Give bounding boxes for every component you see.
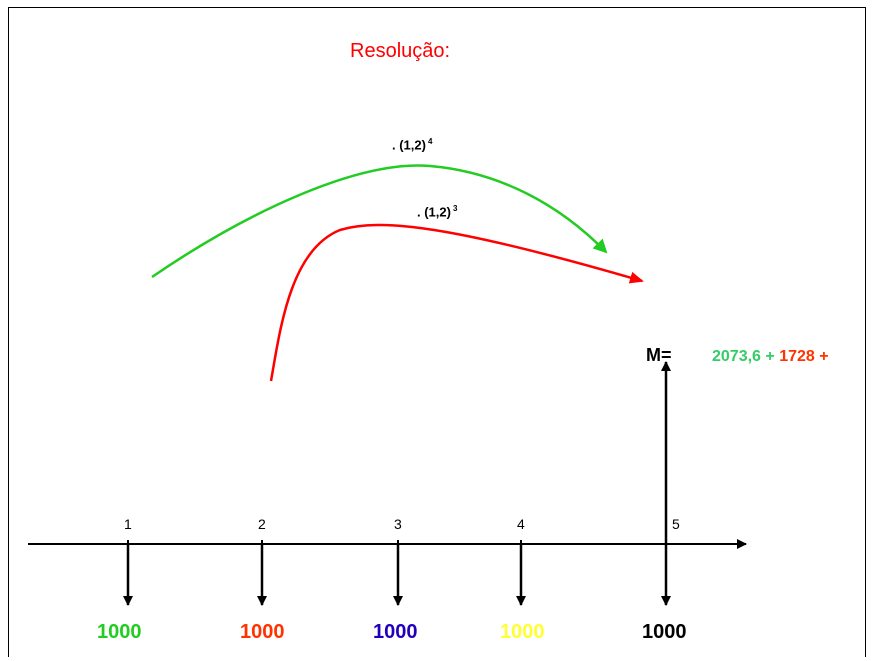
green-arc xyxy=(151,164,608,279)
result-label: M= xyxy=(646,345,672,365)
slide-title: Resolução: xyxy=(350,40,451,62)
result-term-1: 2073,6 + xyxy=(712,348,775,365)
tick-label-1: 1 xyxy=(124,516,132,532)
result-term-2: 1728 + xyxy=(779,348,829,365)
red-arc-factor: . (1,2) 3 xyxy=(417,204,458,220)
tick-label-5: 5 xyxy=(672,516,680,532)
green-arc-exponent: 4 xyxy=(427,137,433,146)
payment-label-1: 1000 xyxy=(97,621,142,643)
payment-label-3: 1000 xyxy=(373,621,418,643)
result-formula: 2073,6 + 1728 + xyxy=(712,348,829,366)
tick-label-3: 3 xyxy=(394,516,402,532)
red-arc xyxy=(269,223,644,382)
tick-label-2: 2 xyxy=(258,516,266,532)
payment-label-5: 1000 xyxy=(642,621,687,643)
tick-label-4: 4 xyxy=(517,516,525,532)
red-arc-exponent: 3 xyxy=(452,204,458,213)
green-arc-factor: . (1,2) 4 xyxy=(392,137,433,153)
payment-label-2: 1000 xyxy=(240,621,285,643)
payment-label-4: 1000 xyxy=(500,621,545,643)
slide-frame xyxy=(8,7,866,657)
